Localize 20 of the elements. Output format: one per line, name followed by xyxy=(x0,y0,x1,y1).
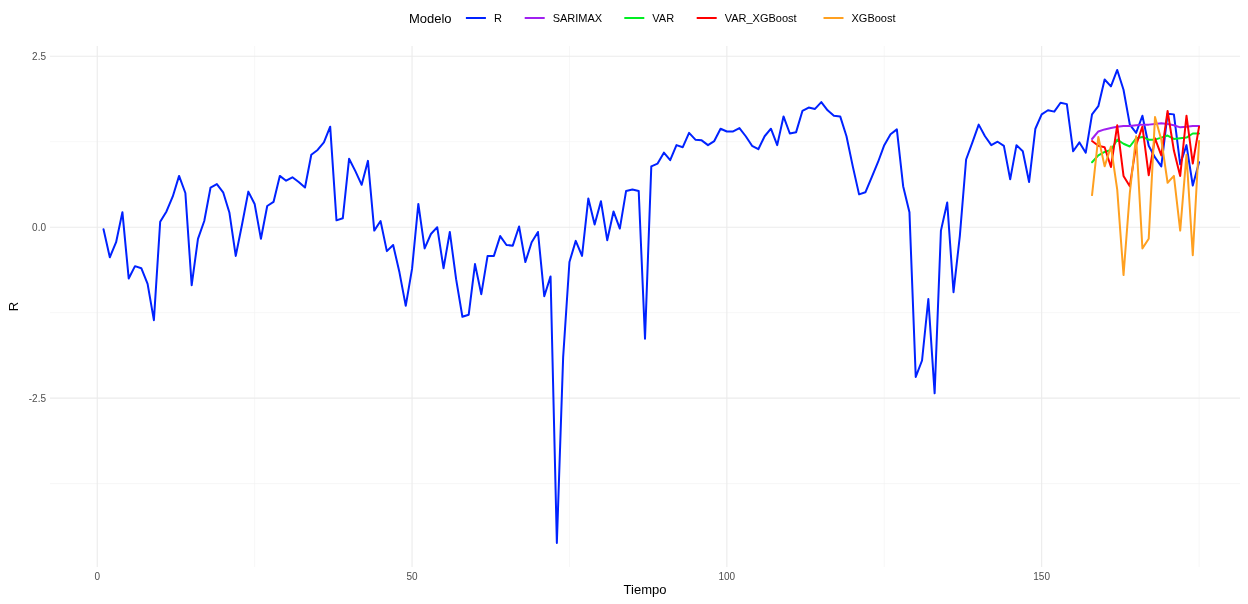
line-series xyxy=(1091,132,1201,164)
legend-label: VAR xyxy=(652,11,675,24)
x-tick-label: 50 xyxy=(406,571,419,582)
y-tick-label: -2.5 xyxy=(28,392,47,404)
y-axis-title: R xyxy=(6,301,21,312)
x-tick-label: 100 xyxy=(718,571,736,582)
y-tick-label: 2.5 xyxy=(32,50,47,62)
line-series xyxy=(1091,116,1201,277)
legend-label: SARIMAX xyxy=(552,11,603,24)
legend-title: Modelo xyxy=(408,10,452,26)
x-tick-label: 0 xyxy=(94,571,101,582)
x-axis-title: Tiempo xyxy=(623,582,667,597)
line-series xyxy=(102,68,1201,545)
legend-label: VAR_XGBoost xyxy=(724,11,797,24)
legend-label: R xyxy=(493,11,502,24)
legend-label: XGBoost xyxy=(851,11,896,24)
y-tick-label: 0.0 xyxy=(32,221,47,233)
x-tick-label: 150 xyxy=(1033,571,1051,582)
line-series xyxy=(1091,109,1201,188)
line-series xyxy=(1091,122,1201,140)
